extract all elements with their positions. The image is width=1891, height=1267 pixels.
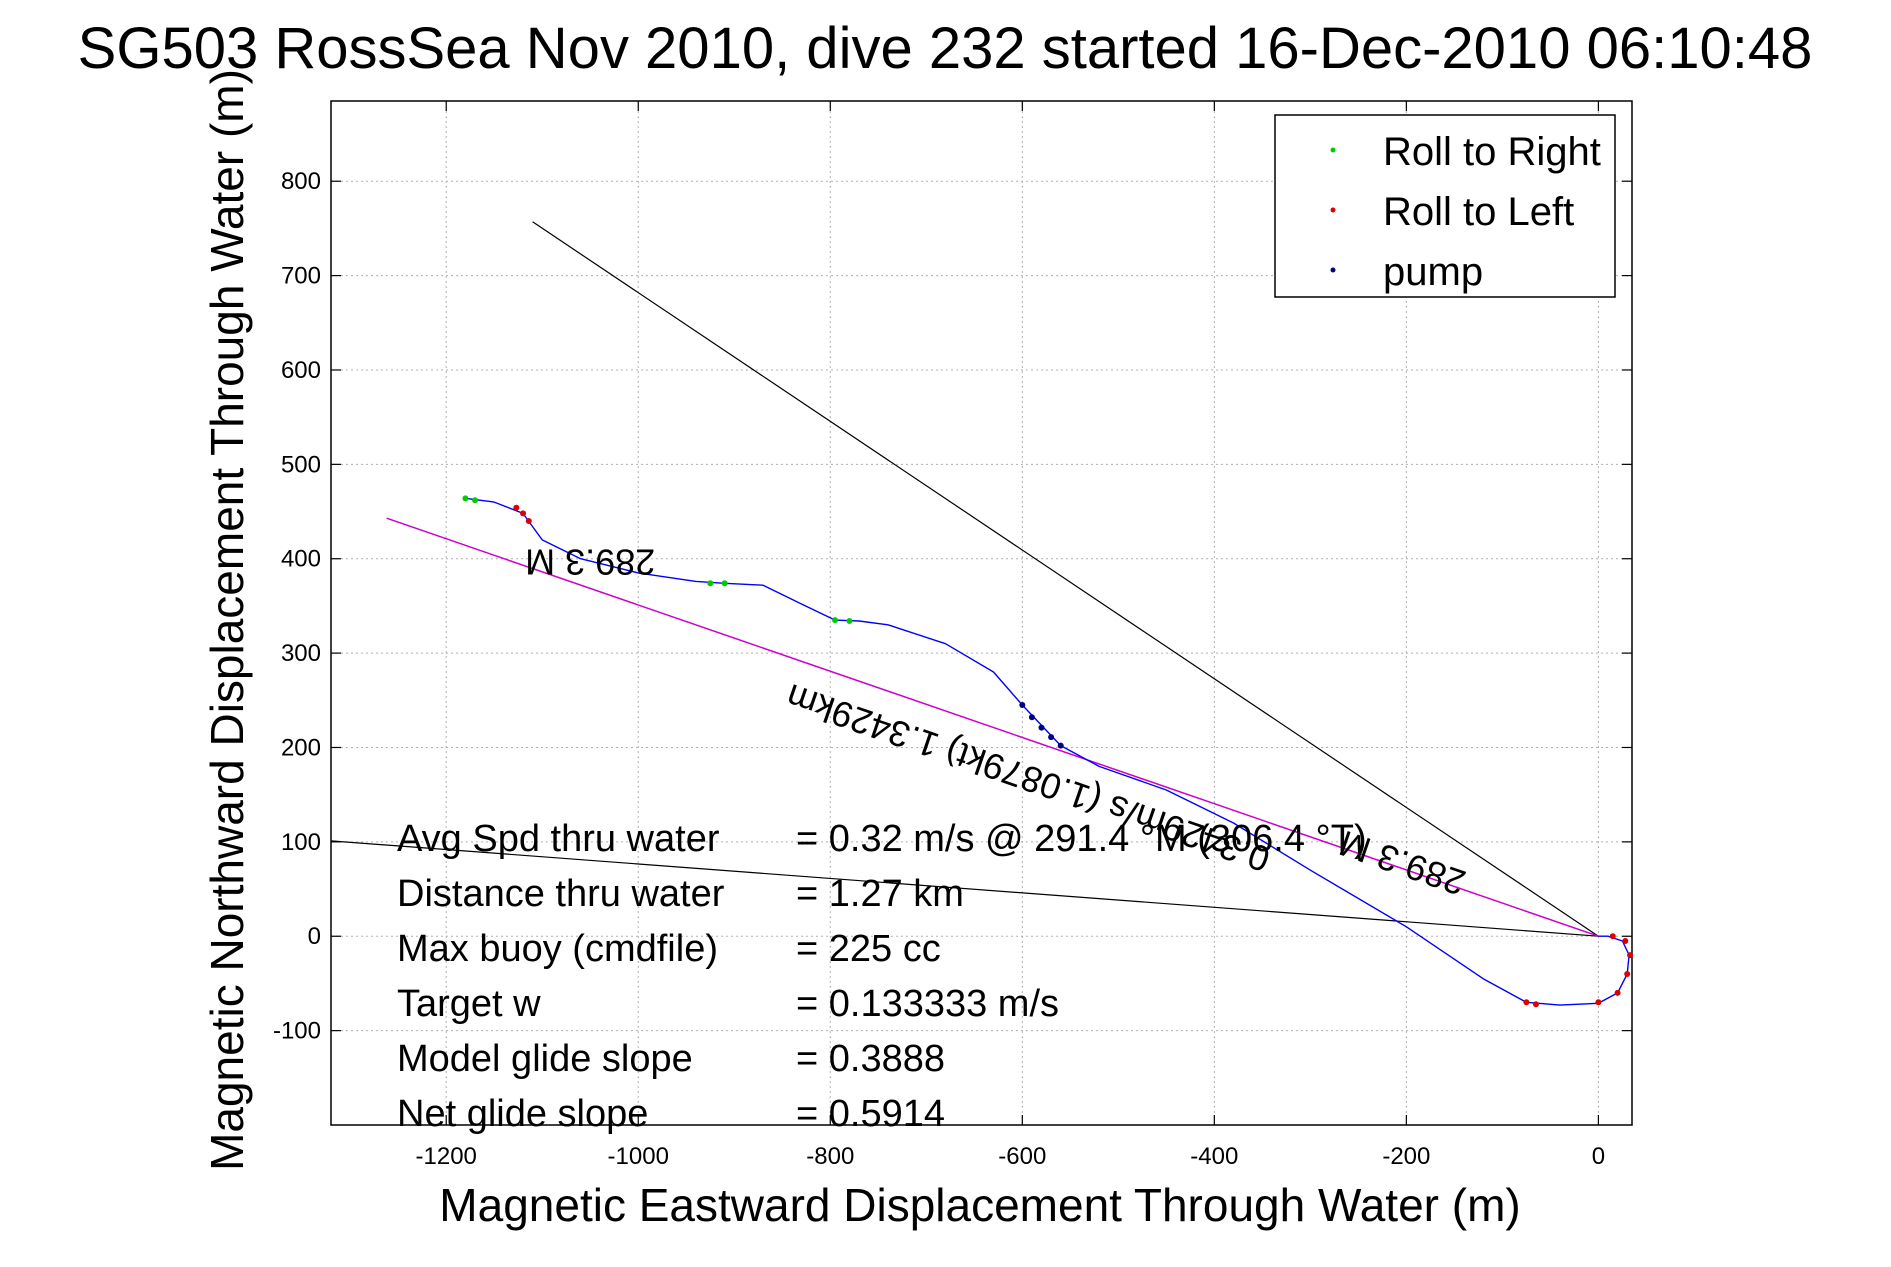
stat-value: = 0.133333 m/s [796,983,1059,1025]
x-tick-label: -400 [1190,1143,1238,1170]
y-tick-label: 600 [281,357,321,384]
data-point [1595,999,1602,1006]
series-points [462,495,1634,1008]
y-axis: -100 0 100 200 300 400 500 600 700 800 [273,168,1632,1045]
y-tick-label: 300 [281,640,321,667]
plot-area [330,100,1633,1126]
legend-label: Roll to Left [1383,190,1574,234]
stat-label: Max buoy (cmdfile) [397,928,718,970]
data-point [1019,702,1026,709]
grid [331,101,1632,1125]
data-point [1622,937,1629,944]
bearing-annotation: 289.3 M [525,541,655,582]
data-point [472,497,479,504]
net-displacement-line [386,517,1599,937]
stat-value: = 1.27 km [796,873,964,915]
legend-box [1274,114,1616,298]
x-axis: -1200 -1000 -800 -600 -400 -200 0 [416,101,1605,1170]
legend-label: Roll to Right [1383,130,1601,174]
y-tick-label: 0 [308,923,321,950]
data-point [462,495,469,502]
stat-label: Target w [397,983,541,1025]
data-point [1624,970,1631,977]
data-point [1048,734,1055,741]
x-tick-label: -600 [998,1143,1046,1170]
data-point [1627,952,1634,959]
data-point [520,510,527,517]
data-point [1028,714,1035,721]
data-point [832,617,839,624]
data-point [721,580,728,587]
x-tick-label: -200 [1382,1143,1430,1170]
data-point [1609,933,1616,940]
x-axis-label: Magnetic Eastward Displacement Through W… [439,1179,1520,1231]
data-point [1614,989,1621,996]
stat-value: = 0.5914 [796,1093,945,1135]
data-point [1057,742,1064,749]
legend-marker [1330,147,1336,153]
chart-title: SG503 RossSea Nov 2010, dive 232 started… [78,16,1813,81]
data-point [513,504,520,511]
heading-line [330,840,1599,937]
y-axis-label: Magnetic Northward Displacement Through … [201,69,253,1171]
y-tick-label: 400 [281,546,321,573]
legend: Roll to Right Roll to Left pump [1274,114,1616,298]
y-tick-label: -100 [273,1018,321,1045]
stat-label: Model glide slope [397,1038,693,1080]
stat-value: = 225 cc [796,928,941,970]
data-point [707,580,714,587]
x-tick-label: -800 [806,1143,854,1170]
y-tick-label: 800 [281,168,321,195]
y-tick-label: 500 [281,451,321,478]
data-point [525,517,532,524]
x-tick-label: -1200 [416,1143,477,1170]
legend-label: pump [1383,250,1483,294]
stat-label: Distance thru water [397,873,725,915]
data-point [846,618,853,625]
stats-block: Avg Spd thru water = 0.32 m/s @ 291.4 °M … [397,818,1367,1135]
y-tick-label: 100 [281,829,321,856]
y-tick-label: 700 [281,263,321,290]
y-tick-label: 200 [281,734,321,761]
x-tick-label: -1000 [608,1143,669,1170]
data-point [1038,724,1045,731]
legend-marker [1330,207,1336,213]
stat-label: Avg Spd thru water [397,818,720,860]
stat-label: Net glide slope [397,1093,648,1135]
legend-marker [1330,267,1336,273]
stat-value: = 0.32 m/s @ 291.4 °M (306.4 °T) [796,818,1367,860]
reference-lines [330,221,1599,937]
stat-value: = 0.3888 [796,1038,945,1080]
heading-line [532,221,1599,937]
data-point [1523,999,1530,1006]
x-tick-label: 0 [1592,1143,1605,1170]
data-point [1532,1001,1539,1008]
